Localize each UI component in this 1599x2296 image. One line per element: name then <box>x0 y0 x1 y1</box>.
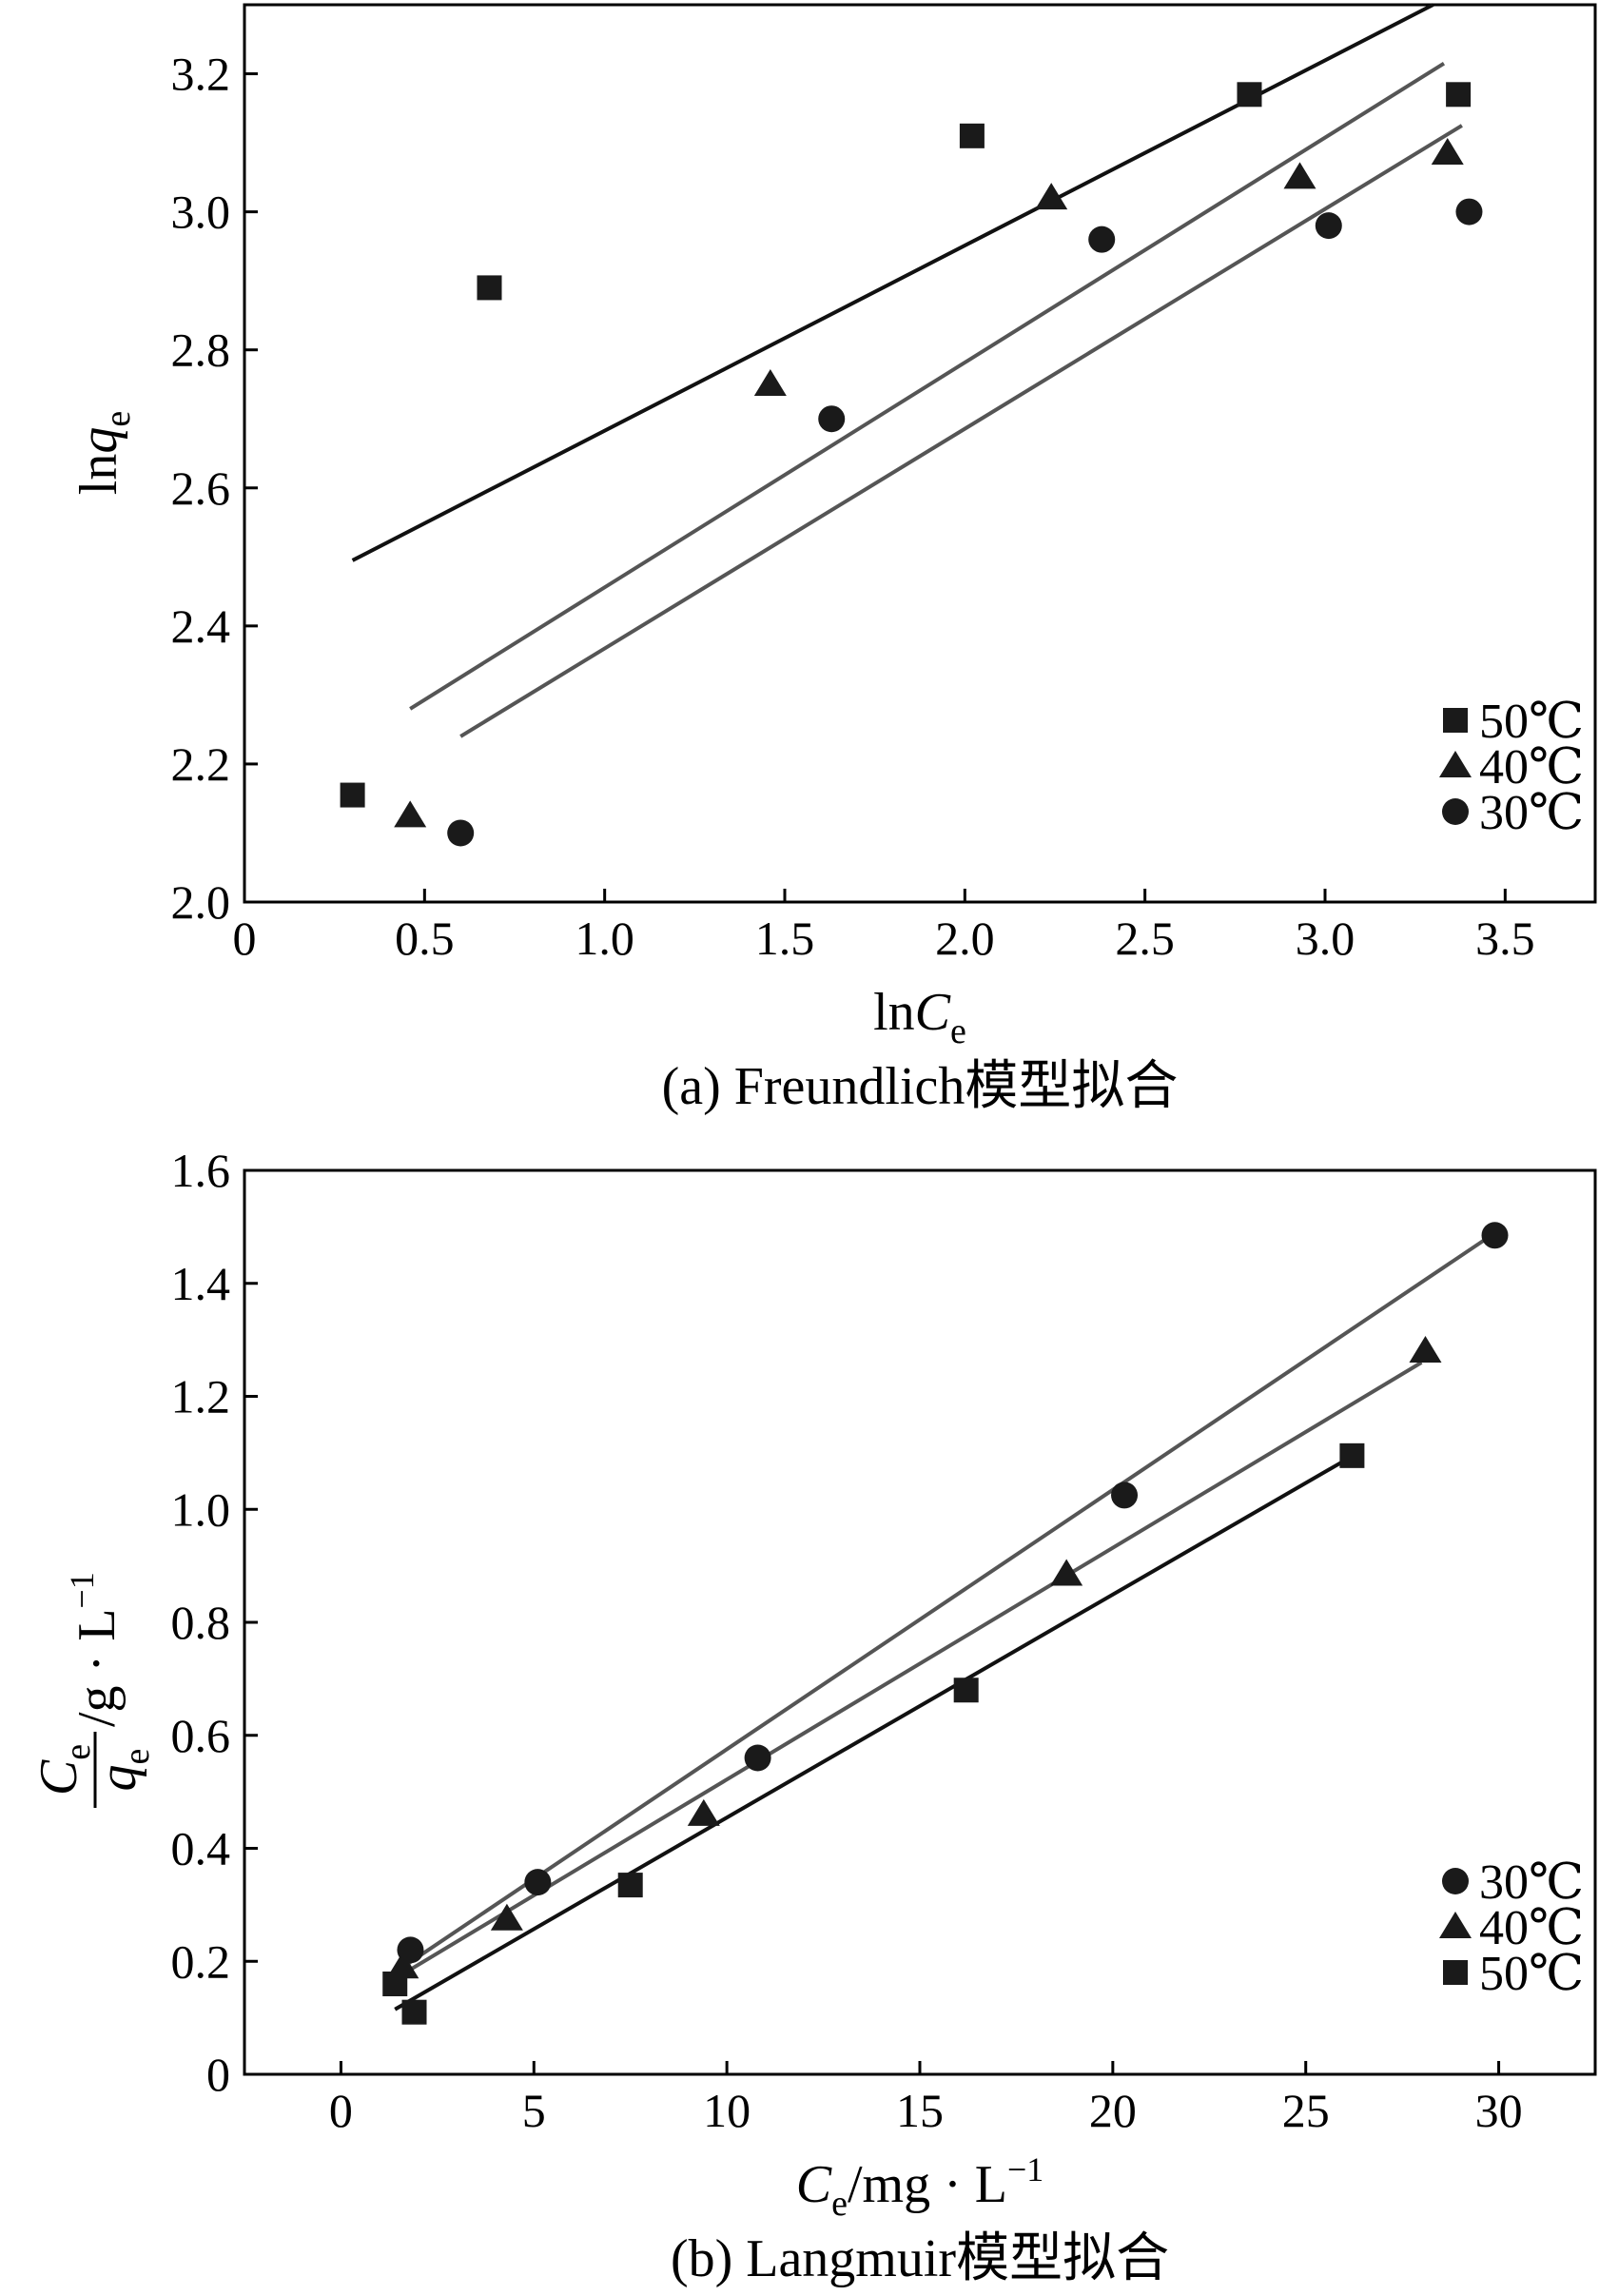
chart-caption: (b) Langmuir模型拟合 <box>671 2229 1169 2288</box>
x-tick-label: 0 <box>329 2084 353 2137</box>
data-points <box>340 82 1483 847</box>
x-tick-label: 1.0 <box>575 912 634 965</box>
x-tick-label: 25 <box>1282 2084 1330 2137</box>
freundlich-chart: 0 0.5 1.0 1.5 2.0 2.5 3.0 3.5 2.0 2.2 2.4 2.6 2.8 3.0… <box>69 3 1597 1116</box>
y-tick-label: 2.4 <box>171 599 231 653</box>
y-tick-label: 0.2 <box>171 1934 231 1988</box>
y-tick-label: 2.2 <box>171 737 231 791</box>
square-point <box>401 1999 427 2025</box>
y-tick-label: 0.8 <box>171 1596 231 1649</box>
legend-circle-marker <box>1442 1868 1469 1894</box>
y-axis-label: lnqe <box>69 411 138 495</box>
y-tick-label: 2.0 <box>171 875 231 929</box>
legend-label: 30℃ <box>1479 1855 1584 1910</box>
y-tick-label: 3.2 <box>171 48 231 101</box>
square-point <box>1446 82 1472 108</box>
x-axis-label: lnCe <box>873 983 966 1051</box>
circle-point <box>818 405 846 433</box>
triangle-point <box>490 1903 523 1931</box>
y-label-unit: /g · L−1 <box>63 1572 127 1727</box>
y-tick-label: 0 <box>206 2048 230 2101</box>
triangle-point <box>1409 1336 1442 1363</box>
circle-point <box>1088 226 1116 253</box>
triangle-point <box>394 800 427 828</box>
y-tick-label: 1.2 <box>171 1370 231 1423</box>
y-tick-label: 1.6 <box>171 1144 231 1197</box>
square-point <box>1339 1442 1365 1468</box>
circle-point <box>1455 198 1483 226</box>
x-tick-label: 3.0 <box>1296 912 1355 965</box>
fit-lines <box>351 3 1463 738</box>
axis-ticks: 0 0.5 1.0 1.5 2.0 2.5 3.0 3.5 2.0 2.2 2.4 2.6 2.8 3.0… <box>171 48 1535 965</box>
fit-line <box>394 1457 1350 2011</box>
square-point <box>1237 82 1262 108</box>
triangle-point <box>1431 137 1464 165</box>
fit-line <box>390 1361 1423 1983</box>
y-label-denominator: qe <box>88 1749 157 1792</box>
x-tick-label: 3.5 <box>1475 912 1535 965</box>
triangle-point <box>687 1798 720 1826</box>
circle-point <box>1111 1482 1139 1509</box>
legend: 30℃40℃50℃ <box>1439 1855 1584 2001</box>
fit-line <box>459 124 1463 738</box>
fit-line <box>398 1236 1489 1972</box>
legend-square-marker <box>1443 708 1468 733</box>
x-tick-label: 20 <box>1089 2084 1137 2137</box>
circle-point <box>447 819 475 847</box>
legend-square-marker <box>1443 1960 1468 1985</box>
legend-label: 40℃ <box>1479 740 1584 795</box>
circle-point <box>744 1744 771 1772</box>
y-tick-label: 1.0 <box>171 1482 231 1536</box>
x-tick-label: 2.0 <box>935 912 995 965</box>
square-point <box>959 123 985 148</box>
x-tick-label: 0.5 <box>395 912 455 965</box>
legend-label: 40℃ <box>1479 1901 1584 1955</box>
x-axis-label: Ce/mg · L−1 <box>796 2150 1044 2224</box>
square-point <box>617 1873 643 1898</box>
circle-point <box>1315 212 1342 240</box>
chart-caption: (a) Freundlich模型拟合 <box>662 1057 1179 1116</box>
square-point <box>477 275 502 301</box>
x-tick-label: 15 <box>896 2084 944 2137</box>
legend: 50℃40℃30℃ <box>1439 695 1584 840</box>
legend-label: 50℃ <box>1479 695 1584 749</box>
legend-label: 50℃ <box>1479 1947 1584 2001</box>
plot-frame <box>243 3 1597 904</box>
x-tick-label: 0 <box>233 912 257 965</box>
x-tick-label: 30 <box>1475 2084 1523 2137</box>
x-tick-label: 5 <box>522 2084 546 2137</box>
y-tick-label: 0.6 <box>171 1709 231 1762</box>
y-tick-label: 2.6 <box>171 461 231 515</box>
legend-label: 30℃ <box>1479 786 1584 840</box>
y-label-numerator: Ce <box>29 1744 98 1796</box>
triangle-point <box>753 368 787 396</box>
triangle-point <box>1050 1559 1083 1586</box>
y-tick-label: 3.0 <box>171 186 231 239</box>
y-tick-label: 1.4 <box>171 1257 231 1310</box>
fit-line <box>409 61 1446 711</box>
legend-triangle-marker <box>1439 751 1472 777</box>
legend-triangle-marker <box>1439 1912 1472 1938</box>
y-axis-label: Ce qe /g · L−1 <box>29 1572 157 1808</box>
triangle-point <box>1283 162 1316 189</box>
legend-circle-marker <box>1442 798 1469 825</box>
y-tick-label: 0.4 <box>171 1822 231 1875</box>
circle-point <box>524 1869 552 1896</box>
x-tick-label: 10 <box>703 2084 751 2137</box>
fit-line <box>351 3 1434 562</box>
y-tick-label: 2.8 <box>171 324 231 377</box>
triangle-point <box>1035 183 1068 210</box>
data-points <box>382 1222 1509 2025</box>
x-tick-label: 1.5 <box>755 912 815 965</box>
langmuir-chart: 0 5 10 15 20 25 30 0 0.2 0.4 0.6 0.8 1.0 1.2 1.4 1.6 30… <box>29 1144 1597 2288</box>
fit-lines <box>390 1236 1489 2011</box>
circle-point <box>1481 1222 1509 1249</box>
square-point <box>382 1972 408 1996</box>
axis-ticks: 0 5 10 15 20 25 30 0 0.2 0.4 0.6 0.8 1.0 1.2 1.4 1.6 <box>171 1144 1523 2137</box>
square-point <box>340 782 365 808</box>
x-tick-label: 2.5 <box>1115 912 1175 965</box>
square-point <box>953 1678 979 1703</box>
